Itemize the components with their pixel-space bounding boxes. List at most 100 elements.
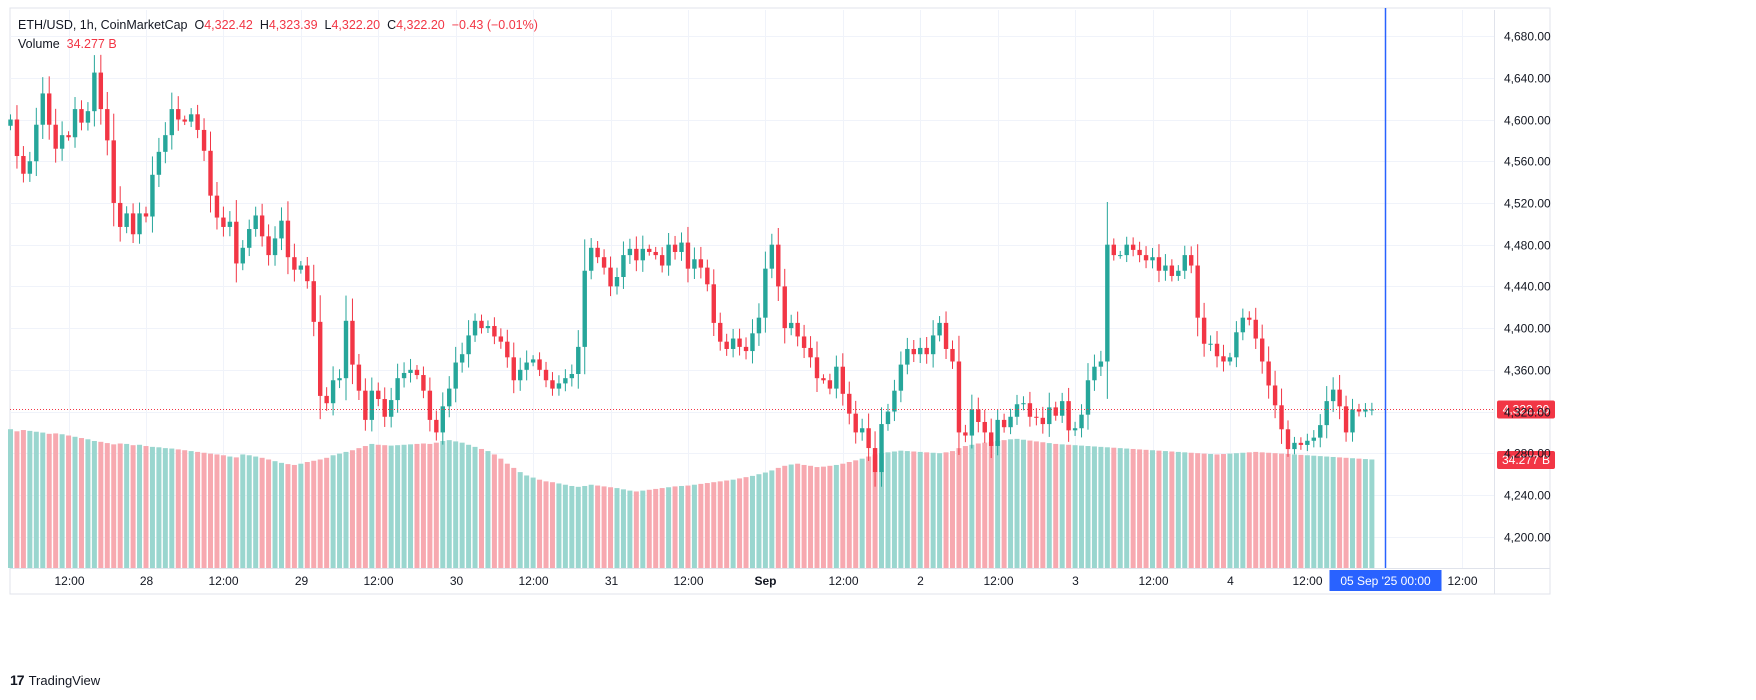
candle-body [234, 221, 239, 264]
candle-body [472, 320, 478, 336]
candle-body [1285, 429, 1291, 450]
tradingview-logo[interactable]: 17 TradingView [10, 672, 100, 688]
candle-body [298, 265, 304, 270]
volume-bar [117, 443, 123, 568]
volume-bar [691, 484, 697, 568]
candle-body [1305, 440, 1310, 445]
candle-body [918, 347, 923, 355]
volume-bar [285, 464, 291, 568]
candle-body [350, 320, 355, 365]
candle-body [479, 320, 484, 329]
candle-body [711, 284, 716, 323]
volume-bar [246, 455, 252, 568]
volume-label[interactable]: Volume [18, 37, 60, 51]
volume-bar [614, 488, 620, 568]
volume-bar [343, 451, 349, 568]
candle-body [169, 109, 174, 136]
candle-body [724, 341, 729, 349]
candle-body [614, 277, 620, 287]
symbol-label[interactable]: ETH/USD, 1h, CoinMarketCap [18, 18, 188, 32]
last-price-label: 4,322.20 [1503, 403, 1550, 417]
volume-bar [91, 440, 97, 568]
volume-bar [324, 457, 330, 568]
candle-body [408, 369, 413, 373]
candle-body [485, 326, 491, 329]
volume-bar [1227, 453, 1233, 568]
candle-body [847, 393, 852, 414]
candle-body [821, 378, 826, 381]
candle-body [1330, 389, 1336, 402]
volume-bar [272, 461, 278, 568]
volume-bar [1362, 459, 1368, 568]
volume-bar [304, 462, 310, 568]
candle-body [79, 109, 84, 123]
candle-body [763, 268, 768, 318]
volume-bar [227, 456, 233, 568]
volume-bar [543, 481, 549, 568]
volume-bar [201, 452, 207, 568]
candle-body [718, 322, 723, 342]
volume-bar [182, 450, 188, 568]
volume-bar [253, 456, 259, 568]
candle-body [240, 247, 245, 264]
candle-body [92, 72, 97, 112]
volume-bar [427, 443, 433, 568]
candle-body [892, 390, 897, 412]
time-tick-label: 12:00 [54, 574, 84, 588]
candle-body [834, 366, 839, 389]
candle-body [750, 333, 755, 352]
volume-bar [840, 463, 846, 568]
candle-body [653, 251, 658, 256]
candle-body [285, 220, 291, 258]
volume-legend-row: Volume 34.277 B [18, 35, 538, 54]
volume-bar [1304, 455, 1310, 568]
candle-body [1227, 357, 1233, 362]
volume-bar [995, 440, 1001, 568]
volume-bar [659, 488, 665, 568]
candle-body [143, 213, 149, 217]
close-value: 4,322.20 [396, 18, 445, 32]
candle-body [1169, 265, 1175, 276]
volume-bar [240, 454, 246, 568]
candle-body [124, 213, 129, 227]
open-value: 4,322.42 [204, 18, 253, 32]
time-tick-label: 12:00 [1292, 574, 1322, 588]
candle-body [872, 448, 878, 473]
candle-body [459, 354, 465, 363]
volume-bar [504, 463, 510, 568]
candle-body [1111, 244, 1116, 256]
candle-body [195, 114, 200, 130]
candle-body [363, 390, 368, 420]
volume-bar [156, 447, 162, 568]
candle-body [963, 432, 968, 436]
candle-body [530, 359, 536, 363]
candle-body [969, 409, 975, 436]
volume-bar [904, 451, 910, 568]
volume-bar [1291, 454, 1297, 568]
volume-bar [672, 486, 678, 568]
volume-bar [1033, 441, 1039, 568]
volume-bar [1137, 449, 1143, 568]
price-tick-label: 4,680.00 [1504, 30, 1551, 44]
candle-body [1079, 414, 1084, 429]
candle-body [1001, 419, 1007, 428]
candle-body [666, 244, 671, 266]
candle-body [1201, 317, 1207, 344]
volume-bar [420, 443, 426, 568]
candle-body [105, 109, 110, 141]
candle-body [608, 267, 613, 287]
volume-bar [511, 467, 517, 568]
candle-body [576, 346, 581, 375]
tradingview-logo-text: TradingView [28, 672, 101, 688]
volume-bar [1008, 439, 1014, 568]
volume-bar [1298, 454, 1304, 568]
volume-bar [1214, 454, 1220, 568]
volume-bar [401, 444, 407, 568]
crosshair-time-tag [1329, 570, 1442, 591]
grid [9, 7, 1551, 595]
volume-bar [1285, 454, 1291, 568]
candle-body [1008, 416, 1013, 428]
volume-bar [1020, 439, 1026, 568]
volume-bar [588, 484, 594, 568]
